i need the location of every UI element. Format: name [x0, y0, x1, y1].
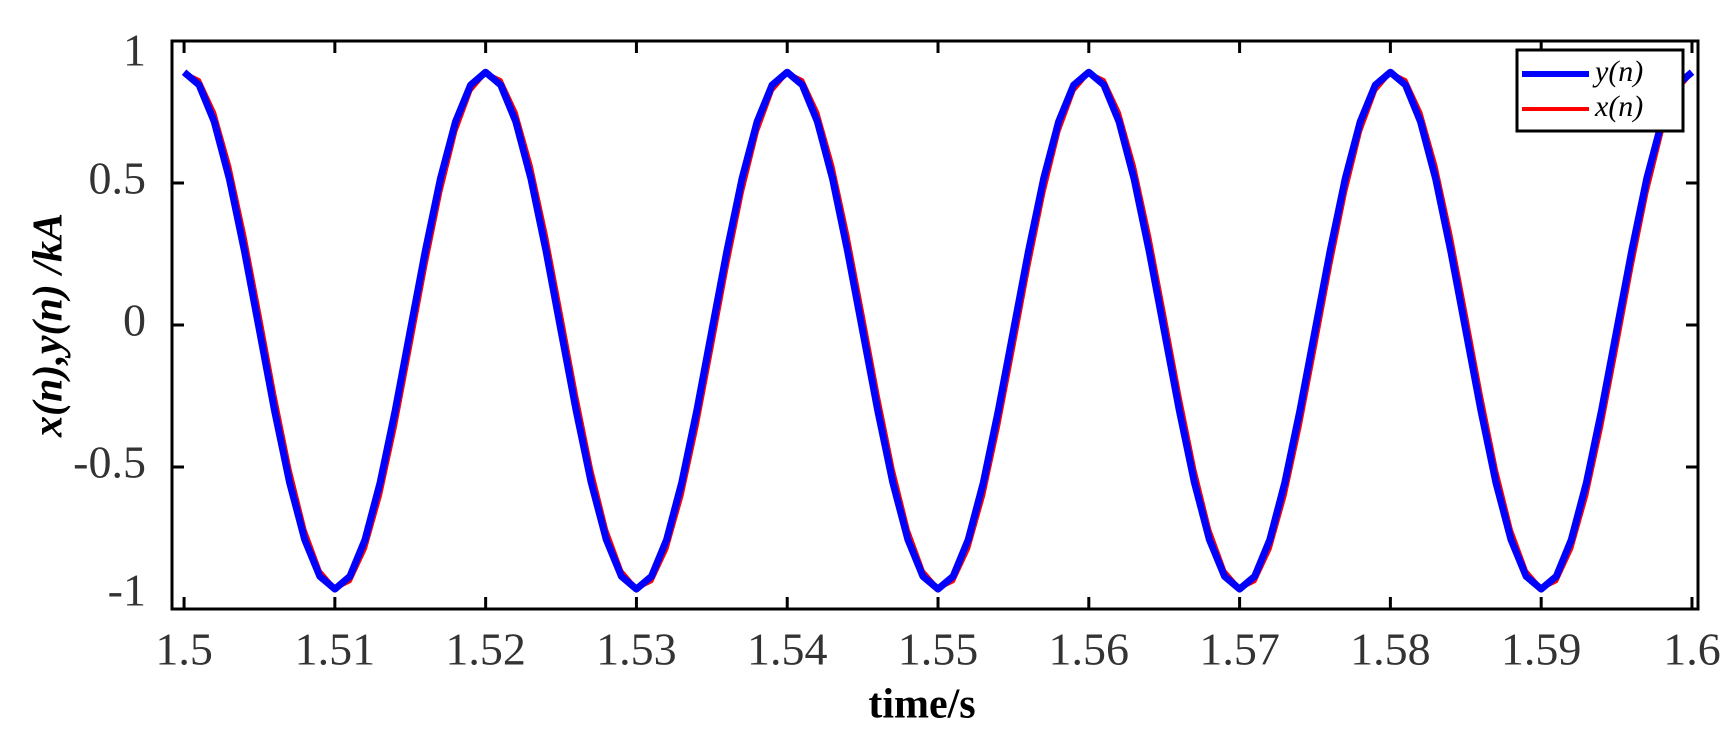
x-tick-label: 1.53	[596, 624, 677, 675]
y-tick-label: 0.5	[89, 153, 147, 204]
y-tick-label: -0.5	[73, 437, 146, 488]
x-tick-label: 1.59	[1501, 624, 1582, 675]
data-line	[181, 68, 1695, 593]
plot-frame	[170, 39, 1700, 611]
y-tick-label: 1	[123, 25, 146, 76]
x-axis-label: time/s	[868, 682, 975, 728]
legend-box	[1515, 48, 1685, 133]
legend-label: y(n)	[1592, 55, 1643, 88]
x-tick-label: 1.57	[1199, 624, 1280, 675]
x-tick-label: 1.51	[295, 624, 376, 675]
x-tick-label: 1.54	[747, 624, 828, 675]
legend-label: x(n)	[1594, 90, 1643, 123]
y-tick-label: 0	[123, 295, 146, 346]
x-tick-label: 1.5	[155, 624, 213, 675]
x-tick-label: 1.58	[1350, 624, 1431, 675]
x-tick-label: 1.55	[898, 624, 979, 675]
x-tick-label: 1.6	[1663, 624, 1721, 675]
y-tick-label: -1	[108, 565, 146, 616]
y-axis-label: x(n),y(n) /kA	[26, 213, 72, 438]
x-tick-label: 1.56	[1049, 624, 1130, 675]
x-tick-label: 1.52	[445, 624, 526, 675]
